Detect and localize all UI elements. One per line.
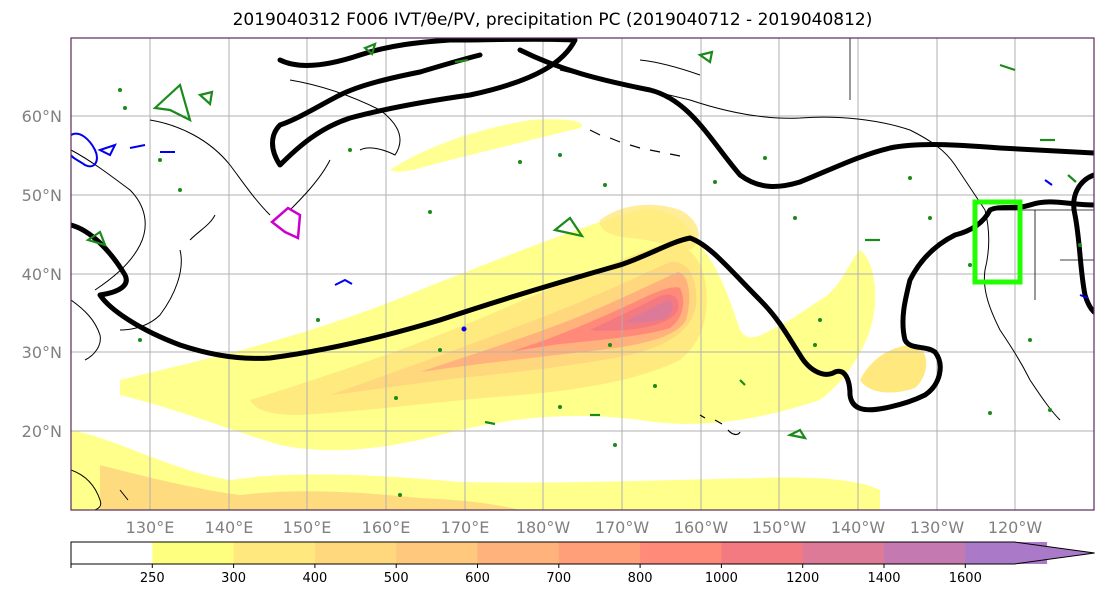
ivt-branch-north	[599, 204, 699, 250]
colorbar-segment	[396, 542, 478, 564]
lat-label-30: 30°N	[22, 343, 62, 362]
colorbar-tick-label: 400	[302, 571, 327, 586]
map-content	[71, 38, 1094, 510]
pv-contours-blue	[71, 132, 1089, 299]
ivt-shading	[71, 119, 927, 510]
lat-label-40: 40°N	[22, 265, 62, 284]
colorbar-segment	[71, 542, 153, 564]
colorbar-segment	[152, 542, 235, 564]
ivt-core-1200	[625, 300, 673, 323]
colorbar-tick-label: 700	[546, 571, 571, 586]
colorbar-tick-label: 250	[140, 571, 165, 586]
colorbar-tick-label: 1600	[949, 571, 982, 586]
ivt-band-400	[330, 261, 697, 395]
ivt-east-blob	[860, 345, 927, 393]
target-region-box	[972, 199, 1023, 285]
lon-label-170w: 170°W	[595, 518, 650, 537]
colorbar-segment	[640, 542, 722, 564]
colorbar-segment	[802, 542, 885, 564]
map-title: 2019040312 F006 IVT/θe/PV, precipitation…	[232, 10, 873, 30]
colorbar-segment	[884, 542, 966, 564]
lon-label-120w: 120°W	[988, 518, 1043, 537]
ivt-south-band-inner	[100, 465, 520, 510]
pv-dots-green	[118, 88, 1082, 497]
lat-label-60: 60°N	[22, 107, 62, 126]
lon-label-130w: 130°W	[910, 518, 965, 537]
coastlines	[71, 38, 1094, 510]
colorbar-tick-label: 800	[628, 571, 653, 586]
theta-e-contours	[71, 38, 1094, 413]
colorbar-segment	[233, 542, 316, 564]
ivt-south-band	[71, 430, 880, 510]
lon-label-140e: 140°E	[205, 518, 254, 537]
map-border	[70, 37, 1095, 511]
colorbar-tick-label: 1400	[867, 571, 900, 586]
colorbar-tick-label: 600	[465, 571, 490, 586]
pv-contours-green	[85, 42, 1077, 440]
contour-south	[71, 199, 1094, 413]
lon-label-160w: 160°W	[674, 518, 729, 537]
pv-dot-blue	[461, 326, 467, 332]
colorbar-segment	[558, 542, 641, 564]
pv-contour-magenta	[270, 206, 302, 240]
contour-east-edge	[1071, 172, 1094, 315]
colorbar-segment	[721, 542, 804, 564]
colorbar-tick-label: 1000	[705, 571, 738, 586]
colorbar-outline	[70, 541, 1095, 565]
contour-north-east	[517, 47, 1094, 189]
lon-label-150e: 150°E	[283, 518, 332, 537]
ivt-core-1000	[590, 294, 679, 331]
ivt-band-300	[250, 244, 707, 415]
graticule	[71, 38, 1094, 510]
colorbar-segment	[314, 542, 397, 564]
lat-label-20: 20°N	[22, 422, 62, 441]
contour-north-loop	[270, 38, 578, 168]
colorbar-tick-label: 1200	[786, 571, 819, 586]
longitude-labels: 130°E 140°E 150°E 160°E 170°E 180°W 170°…	[126, 518, 1043, 537]
colorbar: 250 300 400 500 600 700 800 1000 1200 1400 1600	[70, 541, 1095, 586]
latitude-labels: 60°N 50°N 40°N 30°N 20°N	[22, 107, 62, 441]
lon-label-150w: 150°W	[752, 518, 807, 537]
ivt-band-800	[510, 287, 684, 352]
lon-label-140w: 140°W	[831, 518, 886, 537]
colorbar-extend-arrow	[965, 542, 1095, 564]
colorbar-tick-label: 300	[221, 571, 246, 586]
lat-label-50: 50°N	[22, 186, 62, 205]
lon-label-180w: 180°W	[516, 518, 571, 537]
colorbar-tick-label: 500	[384, 571, 409, 586]
lon-label-170e: 170°E	[441, 518, 490, 537]
colorbar-segment	[477, 542, 560, 564]
ivt-north-pacific	[390, 119, 582, 172]
lon-label-130e: 130°E	[126, 518, 175, 537]
lon-label-160e: 160°E	[362, 518, 411, 537]
